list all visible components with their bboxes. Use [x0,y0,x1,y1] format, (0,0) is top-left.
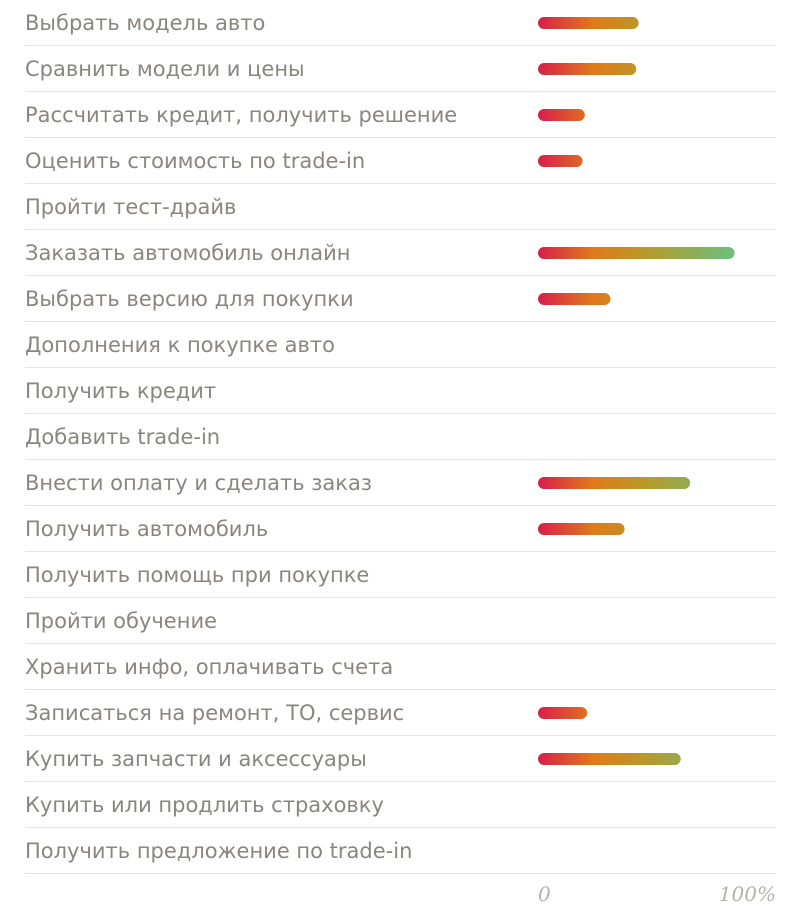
bar [538,477,691,489]
row-label: Выбрать версию для покупки [25,287,354,311]
row-label: Хранить инфо, оплачивать счета [25,655,393,679]
row-label: Оценить стоимость по trade-in [25,149,365,173]
bar [538,753,681,765]
bar [538,63,637,75]
row-label: Получить кредит [25,379,216,403]
row-label: Добавить trade-in [25,425,220,449]
row-label: Сравнить модели и цены [25,57,305,81]
bar [538,109,585,121]
row-label: Внести оплату и сделать заказ [25,471,372,495]
bar [538,155,583,167]
bar [538,17,639,29]
row-label: Получить помощь при покупке [25,563,369,587]
row-label: Дополнения к покупке авто [25,333,335,357]
row-label: Пройти тест-драйв [25,195,236,219]
chart-rows: Выбрать модель авто Сравнить модели и цен… [25,11,776,874]
row-label: Получить предложение по trade-in [25,839,412,863]
row-label: Получить автомобиль [25,517,268,541]
row-label: Пройти обучение [25,609,217,633]
x-tick-label-0: 0 [538,882,551,904]
row-label: Заказать автомобиль онлайн [25,241,351,265]
x-axis: 0 100% [538,882,776,904]
x-tick-label-100: 100% [719,882,776,904]
row-label: Выбрать модель авто [25,11,265,35]
row-label: Рассчитать кредит, получить решение [25,103,457,127]
row-label: Купить или продлить страховку [25,793,384,817]
row-label: Купить запчасти и аксессуары [25,747,367,771]
row-label: Записаться на ремонт, ТО, сервис [25,701,404,725]
bar [538,707,588,719]
bar [538,293,611,305]
bar [538,247,735,259]
bar [538,523,625,535]
